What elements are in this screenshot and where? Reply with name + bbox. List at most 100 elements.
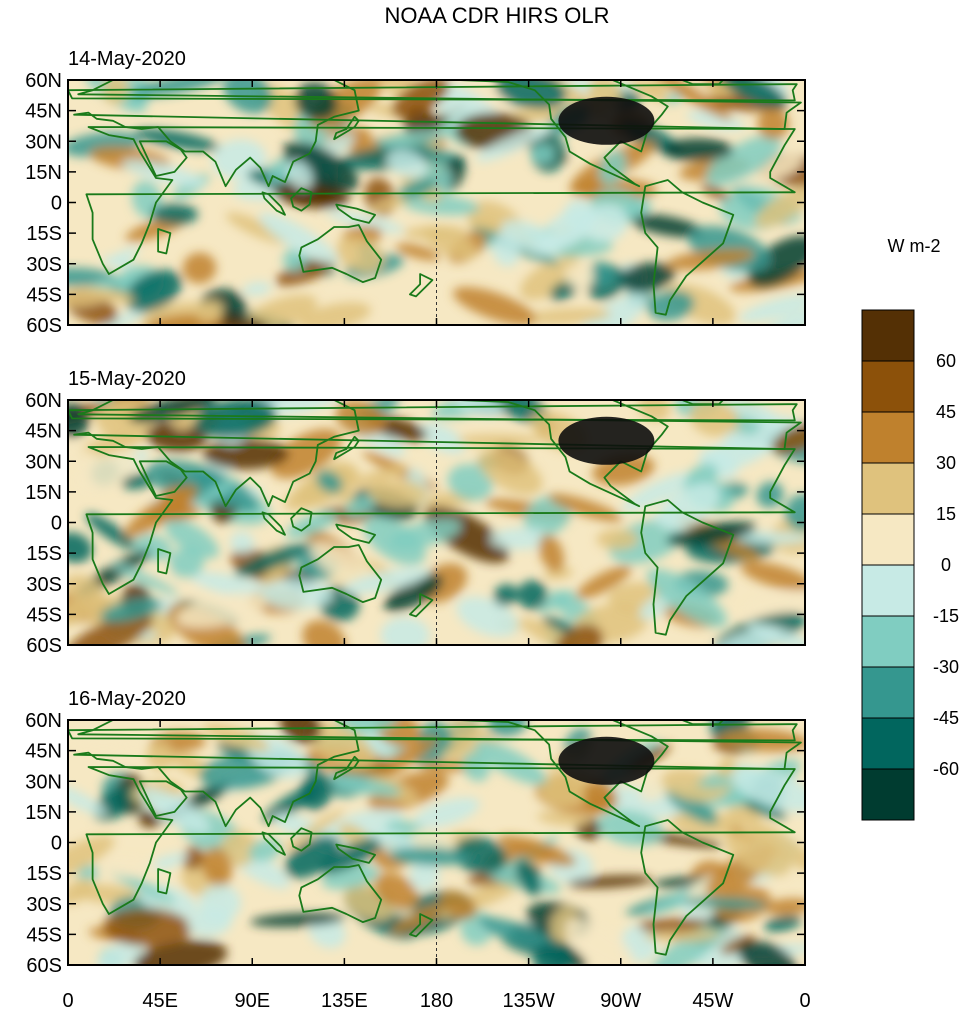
land-anomaly — [558, 96, 655, 145]
anomaly-blob — [523, 308, 612, 324]
anomaly-blob — [299, 771, 333, 811]
lat-label: 30S — [26, 254, 62, 276]
anomaly-blob — [456, 400, 504, 417]
lon-label: 135E — [321, 990, 368, 1012]
anomaly-blob — [493, 584, 519, 607]
lat-label: 45N — [25, 741, 62, 763]
anomaly-blob — [230, 531, 255, 554]
anomaly-blob — [422, 225, 477, 260]
map-panel-2: 15-May-2020 60N 45N 30N 15N 0 15S 30S 45S 60S — [25, 368, 806, 657]
anomaly-blob — [68, 612, 153, 645]
anomaly-blob — [219, 830, 259, 867]
anomaly-blob — [175, 592, 267, 628]
coastline — [261, 511, 286, 536]
anomaly-blob — [196, 300, 223, 323]
coastline — [408, 273, 434, 298]
anomaly-blob — [520, 257, 582, 300]
anomaly-blob — [319, 837, 383, 875]
land-anomaly — [558, 416, 655, 465]
anomaly-blob — [111, 562, 179, 595]
coastline — [85, 766, 796, 915]
coastline — [298, 864, 383, 923]
map-panels: 14-May-202060N45N30N15N015S30S45S60S15-M… — [25, 48, 806, 977]
anomaly-blob — [529, 144, 555, 164]
anomaly-blob — [68, 433, 111, 468]
coastline — [157, 868, 172, 895]
anomaly-blob — [151, 794, 190, 811]
anomaly-blob — [316, 470, 343, 494]
colorbar-box — [861, 564, 915, 617]
anomaly-blob — [541, 616, 575, 633]
anomaly-blob — [391, 904, 446, 934]
anomaly-blob — [182, 252, 217, 284]
coastline — [335, 843, 377, 864]
coastline — [298, 544, 383, 603]
anomaly-blob — [686, 110, 746, 131]
anomaly-blob — [130, 80, 224, 98]
colorbar-label: -45 — [933, 708, 959, 728]
lat-label: 45S — [26, 924, 62, 946]
coastline — [290, 507, 313, 532]
lon-label: 90E — [234, 990, 270, 1012]
anomaly-blob — [618, 262, 676, 292]
colorbar-labels: 60 45 30 15 0 -15 -30 -45 -60 — [933, 351, 959, 779]
panel-date: 14-May-2020 — [68, 48, 186, 70]
coastline — [73, 400, 802, 508]
anomaly-blob — [784, 493, 805, 532]
anomaly-blob — [576, 565, 632, 599]
lat-label: 0 — [51, 513, 62, 535]
colorbar-label: 30 — [936, 453, 956, 473]
coastline — [138, 780, 188, 817]
lat-label: 30N — [25, 451, 62, 473]
coastline — [85, 126, 796, 275]
anomaly-blob — [68, 403, 90, 438]
anomaly-blob — [587, 261, 615, 288]
anomaly-blob — [346, 465, 408, 488]
anomaly-blob — [706, 135, 782, 186]
anomaly-blob — [92, 289, 135, 304]
colorbar-box — [861, 666, 915, 719]
anomaly-blob — [285, 510, 338, 539]
coastline — [408, 913, 434, 938]
anomaly-blob — [201, 847, 233, 887]
olr-field — [68, 80, 805, 325]
map-panel-3: 16-May-2020 60N 45N 30N 15N 0 15S 30S 45S 60S — [25, 688, 806, 977]
anomaly-blob — [453, 836, 508, 875]
anomaly-blob — [96, 941, 144, 965]
anomaly-blob — [399, 194, 480, 216]
lon-label: 180 — [420, 990, 453, 1012]
coastline — [408, 593, 434, 618]
lat-label: 30S — [26, 894, 62, 916]
lon-label: 45E — [142, 990, 178, 1012]
anomaly-blob — [223, 80, 273, 114]
coastline — [261, 191, 286, 216]
anomaly-blob — [662, 138, 734, 162]
anomaly-blob — [478, 448, 543, 495]
anomaly-blob — [628, 80, 670, 103]
anomaly-blob — [764, 898, 805, 916]
coastline — [640, 179, 735, 316]
anomaly-blob — [68, 267, 116, 287]
anomaly-blob — [725, 830, 791, 877]
anomaly-blob — [68, 835, 115, 882]
olr-field — [68, 720, 805, 965]
colorbar-box — [861, 768, 915, 821]
anomaly-blob — [259, 212, 339, 265]
anomaly-blob — [656, 80, 732, 121]
anomaly-blob — [250, 913, 346, 927]
anomaly-blob — [440, 890, 477, 920]
coastline — [640, 499, 735, 636]
anomaly-blob — [134, 128, 220, 151]
anomaly-blob — [481, 400, 550, 425]
coastline — [68, 403, 798, 422]
anomaly-blob — [517, 580, 548, 610]
anomaly-blob — [159, 486, 192, 521]
anomaly-blob — [234, 543, 308, 577]
coastline — [298, 224, 383, 284]
anomaly-blob — [203, 438, 289, 470]
colorbar-box — [861, 309, 915, 362]
anomaly-blob — [211, 139, 267, 179]
coastline — [335, 523, 377, 544]
anomaly-blobs — [68, 400, 805, 645]
